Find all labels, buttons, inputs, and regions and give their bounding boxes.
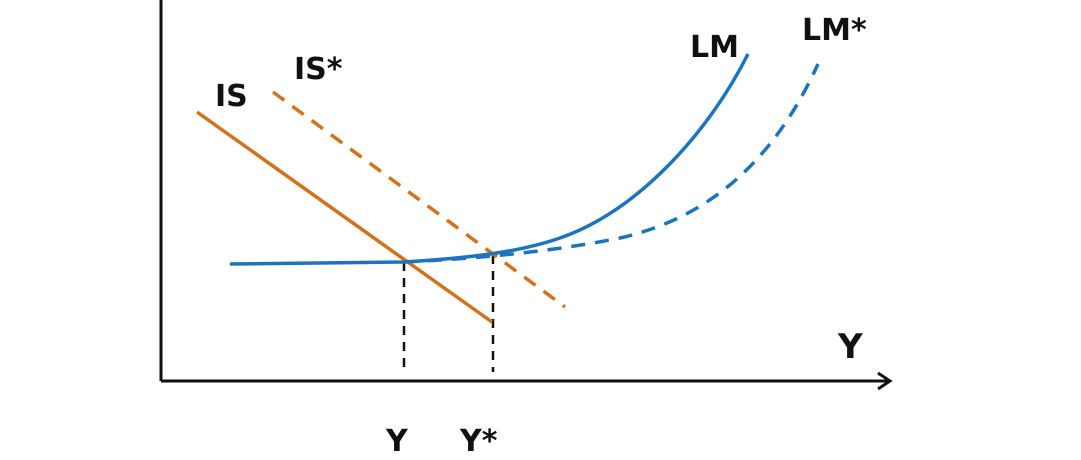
is-label: IS xyxy=(215,79,248,114)
lm-star-curve xyxy=(403,63,820,264)
lm-label: LM xyxy=(690,30,739,65)
lm-star-label: LM* xyxy=(802,13,867,48)
y-star-equilibrium-label: Y* xyxy=(459,424,498,459)
is-star-label: IS* xyxy=(294,52,343,87)
is-star-curve xyxy=(271,90,567,309)
x-axis-label: Y xyxy=(837,327,863,367)
is-curve xyxy=(195,110,494,324)
x-axis-arrow-icon xyxy=(877,371,893,391)
y-equilibrium-label: Y xyxy=(385,424,409,459)
